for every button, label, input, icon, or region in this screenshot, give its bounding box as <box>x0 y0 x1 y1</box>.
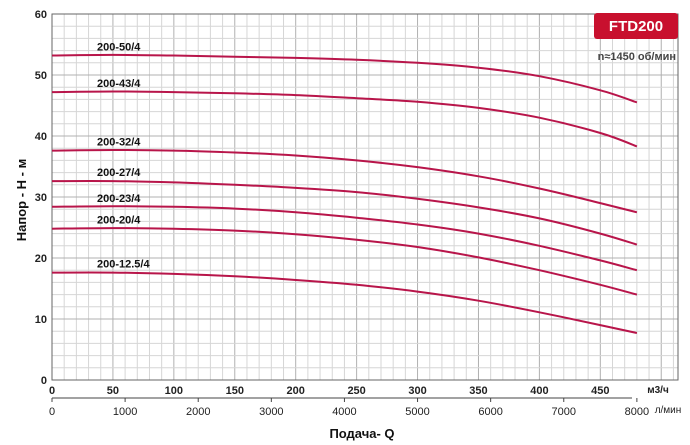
x-tick-label-secondary: 3000 <box>259 406 283 418</box>
curve-200-27/4 <box>51 180 638 246</box>
x-tick-label-secondary: 8000 <box>625 406 649 418</box>
plot-border <box>51 13 679 381</box>
x-axis-ticks-primary: 0 50 100 150 200 250 300 350 400 450 <box>49 385 610 397</box>
x-tick-label-secondary: 2000 <box>186 406 210 418</box>
curve-200-43/4 <box>51 90 638 148</box>
curve-label: 200-43/4 <box>97 78 141 90</box>
x-tick-label-primary: 50 <box>107 385 119 397</box>
x-tick-label-primary: 200 <box>287 385 305 397</box>
x-tick-label-primary: 350 <box>469 385 487 397</box>
y-tick-label: 40 <box>35 131 47 143</box>
curve-200-32/4 <box>51 148 638 214</box>
curve-200-12.5/4 <box>51 271 638 334</box>
x-tick-label-secondary: 1000 <box>113 406 137 418</box>
x-tick-label-primary: 450 <box>591 385 609 397</box>
y-tick-label: 30 <box>35 192 47 204</box>
curve-label: 200-23/4 <box>97 193 141 205</box>
x-tick-label-secondary: 4000 <box>332 406 356 418</box>
x-tick-label-primary: 0 <box>49 385 55 397</box>
curve-label: 200-50/4 <box>97 41 141 53</box>
curve-labels: 200-50/4 200-43/4 200-32/4 200-27/4 200-23/4… <box>97 41 150 270</box>
x-tick-label-primary: 100 <box>165 385 183 397</box>
x-axis-title: Подача- Q <box>329 426 394 441</box>
y-tick-label: 20 <box>35 253 47 265</box>
x-axis-ticks-secondary: 0 1000 2000 3000 4000 5000 6000 7000 8000 <box>49 398 649 418</box>
speed-note: n≈1450 об/мин <box>598 51 676 63</box>
curve-200-50/4 <box>51 53 638 104</box>
chart-grid <box>51 13 678 381</box>
y-tick-label: 0 <box>41 375 47 387</box>
curve-200-20/4 <box>51 227 638 296</box>
x-tick-label-secondary: 0 <box>49 406 55 418</box>
y-tick-label: 10 <box>35 314 47 326</box>
x-tick-label-primary: 150 <box>226 385 244 397</box>
y-tick-label: 60 <box>35 9 47 21</box>
curve-label: 200-27/4 <box>97 167 141 179</box>
y-tick-label: 50 <box>35 70 47 82</box>
x-tick-label-secondary: 7000 <box>552 406 576 418</box>
y-axis-ticks: 0 10 20 30 40 50 60 <box>35 9 47 387</box>
x-unit-primary: м3/ч <box>647 385 669 396</box>
x-tick-label-secondary: 6000 <box>478 406 502 418</box>
curve-200-23/4 <box>51 205 638 272</box>
curve-label: 200-32/4 <box>97 137 141 149</box>
x-tick-label-secondary: 5000 <box>405 406 429 418</box>
curve-label: 200-20/4 <box>97 215 141 227</box>
y-axis-title: Напор - Н - м <box>14 159 29 241</box>
x-unit-secondary: л/мин <box>655 405 682 416</box>
x-tick-label-primary: 300 <box>408 385 426 397</box>
curve-label: 200-12.5/4 <box>97 259 150 271</box>
model-badge <box>594 13 678 39</box>
x-tick-label-primary: 250 <box>347 385 365 397</box>
curves <box>51 53 638 334</box>
x-tick-label-primary: 400 <box>530 385 548 397</box>
model-badge-label: FTD200 <box>609 18 663 35</box>
